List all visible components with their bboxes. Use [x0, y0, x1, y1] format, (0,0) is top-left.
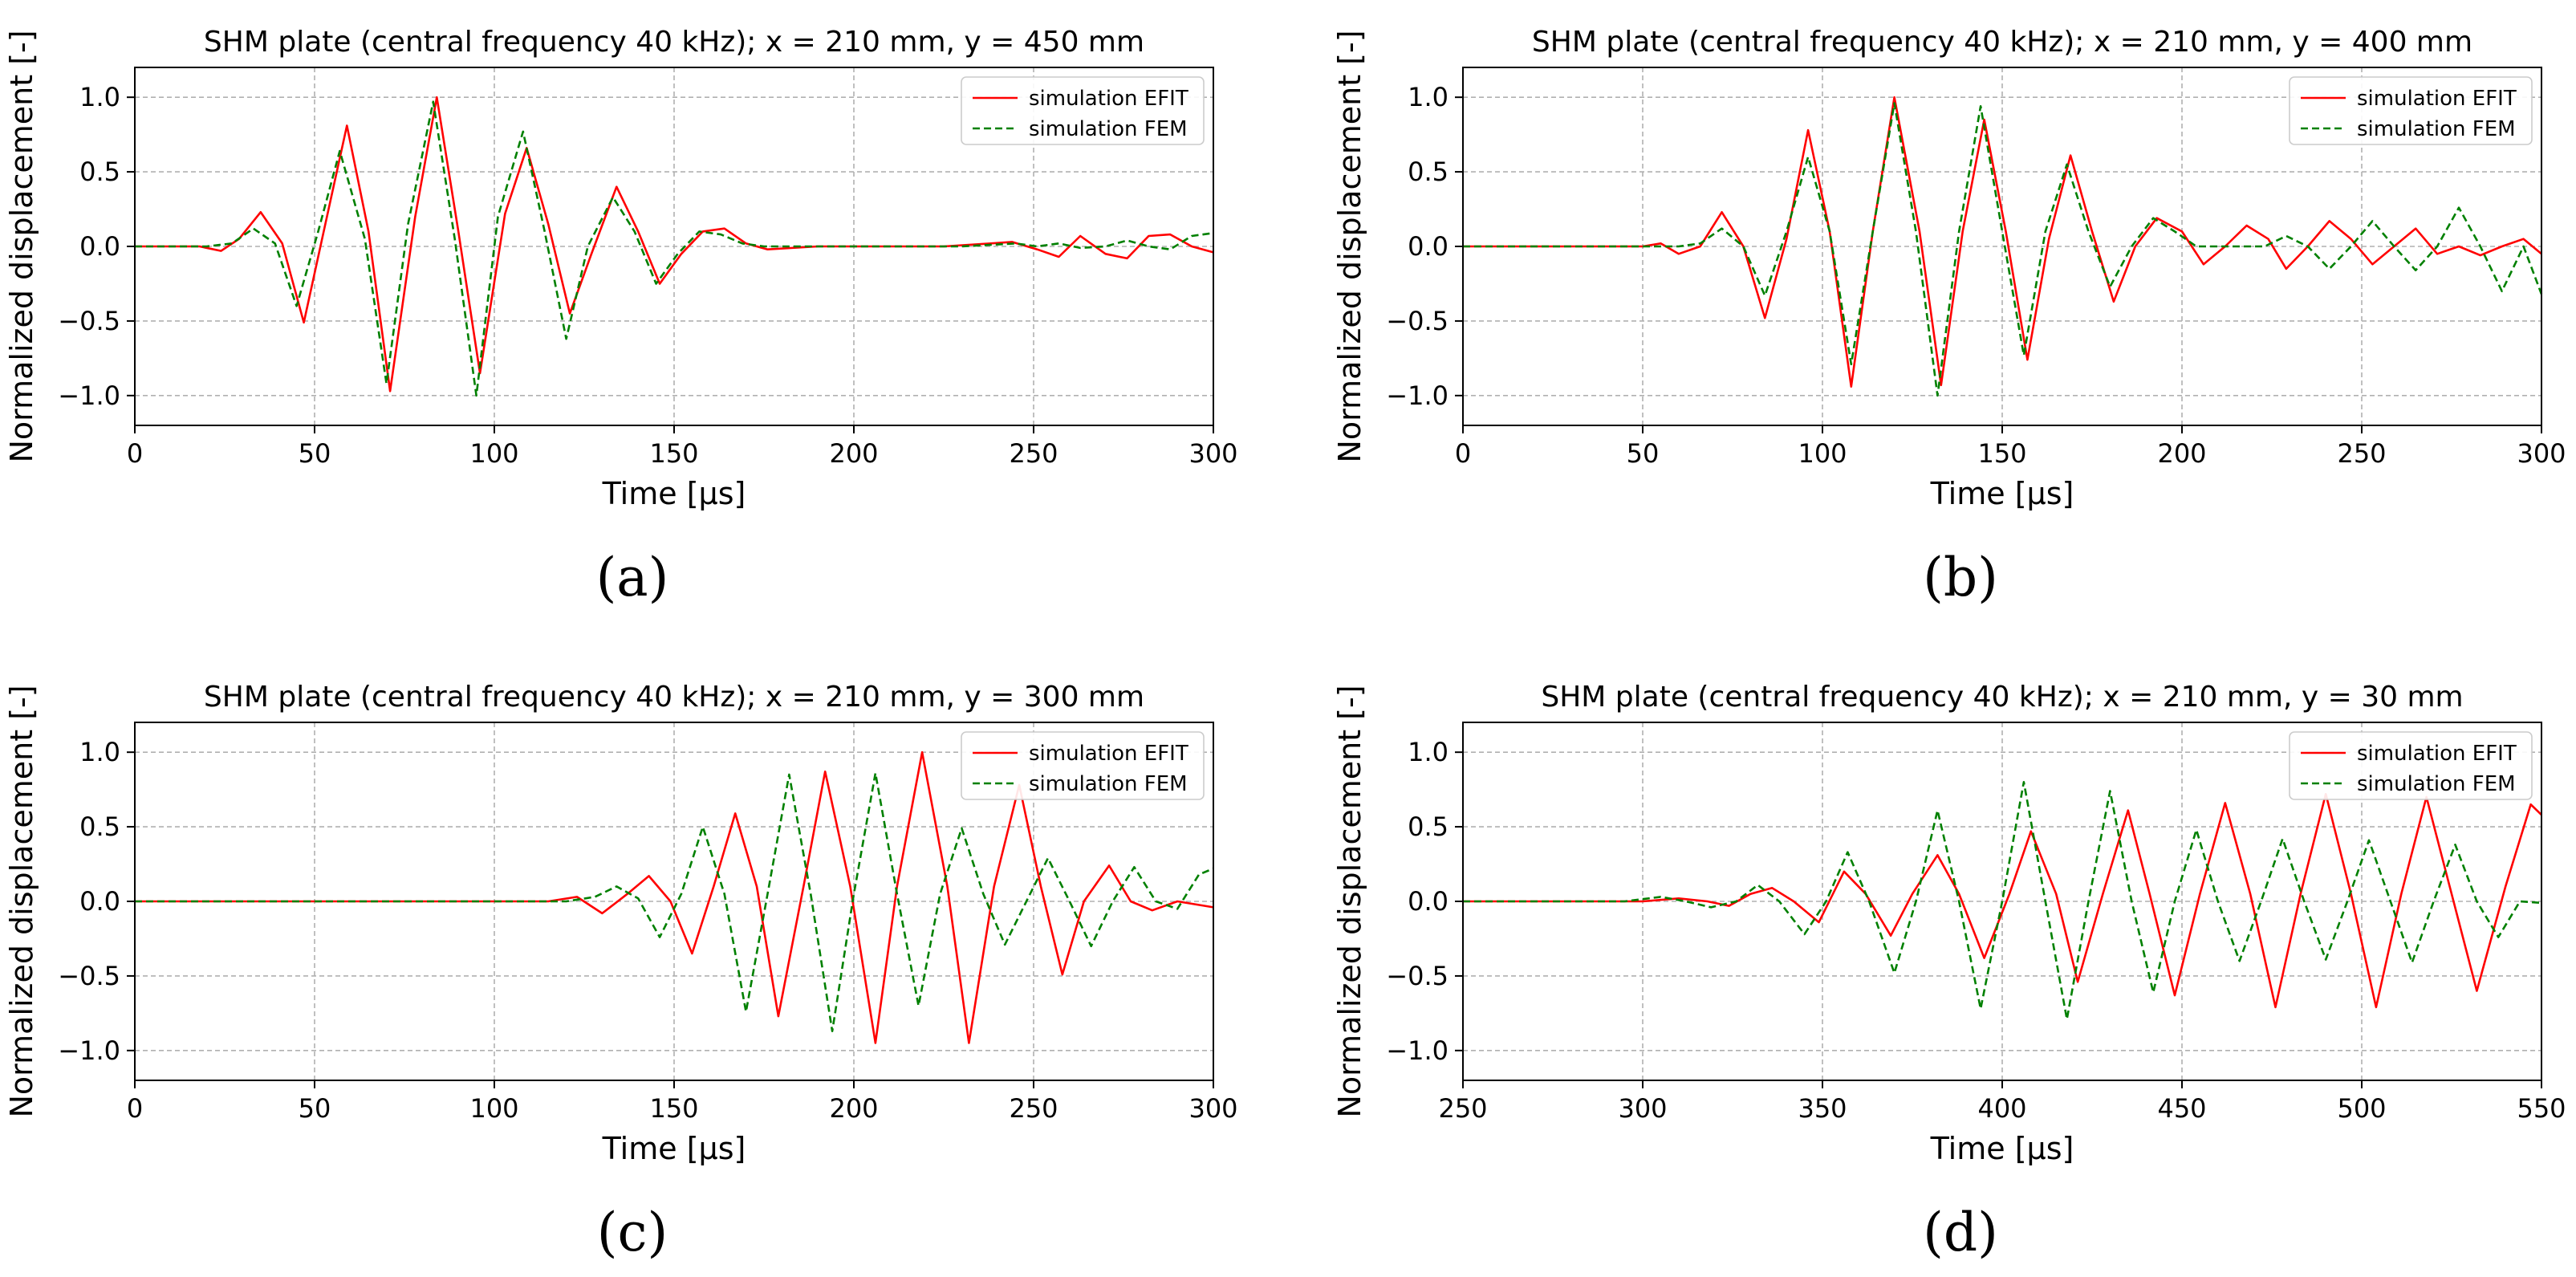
x-tick-label: 100: [1798, 438, 1847, 469]
x-tick-label: 250: [1009, 1093, 1058, 1124]
series-line-efit: [1463, 792, 2542, 1009]
x-tick-label: 300: [1188, 438, 1237, 469]
panel-b: 0 50 100 150 200 250 300 −1.0 −0.5 0.0 0.5 1.0 SHM p…: [1332, 26, 2566, 511]
caption-a: (a): [596, 547, 669, 608]
x-tick-label: 0: [127, 1093, 143, 1124]
x-tick-label: 0: [1455, 438, 1471, 469]
y-tick-label: −0.5: [1386, 961, 1448, 991]
y-tick-label: 1.0: [79, 82, 120, 112]
x-tick-label: 150: [1977, 438, 2026, 469]
x-tick-label: 450: [2157, 1093, 2206, 1124]
x-tick-label: 50: [1627, 438, 1660, 469]
legend-box: [961, 76, 1205, 145]
x-tick-label: 250: [2337, 438, 2386, 469]
x-tick-label: 50: [299, 1093, 331, 1124]
y-tick-label: 0.5: [79, 811, 120, 842]
x-tick-label: 250: [1438, 1093, 1487, 1124]
x-tick-label: 400: [1977, 1093, 2026, 1124]
legend-label-fem: simulation FEM: [1029, 117, 1188, 141]
legend-box: [2289, 731, 2533, 800]
chart-title: SHM plate (central frequency 40 kHz); x …: [204, 681, 1144, 714]
series-line-fem: [1463, 102, 2543, 397]
y-tick-label: −1.0: [1386, 1035, 1448, 1066]
y-tick-label: −0.5: [1386, 306, 1448, 336]
chart-title: SHM plate (central frequency 40 kHz); x …: [1541, 681, 2463, 714]
legend-box: [2289, 76, 2533, 145]
panel-d: 250 300 350 400 450 500 550 −1.0 −0.5 0.0 0.5 1.0 SH…: [1332, 681, 2566, 1166]
x-tick-label: 300: [2517, 438, 2566, 469]
x-tick-label: 150: [649, 438, 698, 469]
x-tick-label: 200: [2157, 438, 2206, 469]
y-tick-label: 0.0: [1408, 231, 1448, 262]
legend-box: [961, 731, 1205, 800]
series-line-fem: [135, 100, 1214, 397]
legend-label-efit: simulation EFIT: [2357, 742, 2517, 766]
y-axis-label: Normalized displacement [-]: [1332, 685, 1367, 1117]
y-axis-label: Normalized displacement [-]: [4, 685, 39, 1117]
series-line-efit: [1463, 96, 2542, 388]
x-tick-label: 200: [829, 438, 878, 469]
caption-c: (c): [597, 1202, 668, 1263]
y-tick-label: 0.0: [79, 886, 120, 917]
y-tick-label: −0.5: [58, 306, 120, 336]
y-tick-label: −1.0: [1386, 380, 1448, 411]
x-tick-label: 550: [2517, 1093, 2566, 1124]
y-tick-label: 1.0: [79, 737, 120, 767]
x-tick-label: 0: [127, 438, 143, 469]
y-tick-label: 0.0: [79, 231, 120, 262]
y-tick-label: 0.5: [1408, 157, 1448, 187]
legend-label-fem: simulation FEM: [1029, 772, 1188, 796]
x-tick-label: 200: [829, 1093, 878, 1124]
caption-d: (d): [1923, 1202, 1998, 1263]
x-axis-label: Time [μs]: [1930, 1131, 2074, 1166]
y-tick-label: 0.0: [1408, 886, 1448, 917]
panel-c: 0 50 100 150 200 250 300 −1.0 −0.5 0.0 0.5 1.0 SHM p…: [4, 681, 1238, 1166]
y-tick-label: −1.0: [58, 1035, 120, 1066]
series-line-fem: [135, 771, 1214, 1032]
panel-a: 0 50 100 150 200 250 300 −1.0 −0.5 0.0 0.5 1.0 SHM p…: [4, 26, 1238, 511]
legend-label-efit: simulation EFIT: [2357, 87, 2517, 111]
x-axis-label: Time [μs]: [1930, 476, 2074, 511]
x-tick-label: 350: [1798, 1093, 1847, 1124]
y-axis-label: Normalized displacement [-]: [4, 30, 39, 462]
series-line-fem: [1463, 780, 2542, 1021]
y-tick-label: 0.5: [1408, 811, 1448, 842]
x-tick-label: 300: [1618, 1093, 1667, 1124]
legend-label-efit: simulation EFIT: [1029, 87, 1188, 111]
y-tick-label: −0.5: [58, 961, 120, 991]
x-tick-label: 100: [469, 1093, 518, 1124]
x-axis-label: Time [μs]: [602, 476, 746, 511]
chart-title: SHM plate (central frequency 40 kHz); x …: [204, 26, 1144, 59]
y-axis-label: Normalized displacement [-]: [1332, 30, 1367, 462]
x-tick-label: 150: [649, 1093, 698, 1124]
x-tick-label: 50: [299, 438, 331, 469]
legend-label-efit: simulation EFIT: [1029, 742, 1188, 766]
y-tick-label: 0.5: [79, 157, 120, 187]
x-axis-label: Time [μs]: [602, 1131, 746, 1166]
caption-b: (b): [1923, 547, 1998, 608]
legend-label-fem: simulation FEM: [2357, 772, 2516, 796]
y-tick-label: 1.0: [1408, 82, 1448, 112]
x-tick-label: 100: [469, 438, 518, 469]
y-tick-label: 1.0: [1408, 737, 1448, 767]
series-line-efit: [135, 750, 1214, 1044]
chart-title: SHM plate (central frequency 40 kHz); x …: [1532, 26, 2472, 59]
legend-label-fem: simulation FEM: [2357, 117, 2516, 141]
x-tick-label: 250: [1009, 438, 1058, 469]
y-tick-label: −1.0: [58, 380, 120, 411]
x-tick-label: 500: [2337, 1093, 2386, 1124]
x-tick-label: 300: [1188, 1093, 1237, 1124]
series-line-efit: [135, 96, 1214, 392]
